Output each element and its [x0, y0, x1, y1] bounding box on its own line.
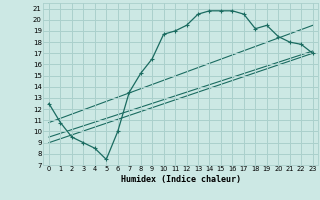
- X-axis label: Humidex (Indice chaleur): Humidex (Indice chaleur): [121, 175, 241, 184]
